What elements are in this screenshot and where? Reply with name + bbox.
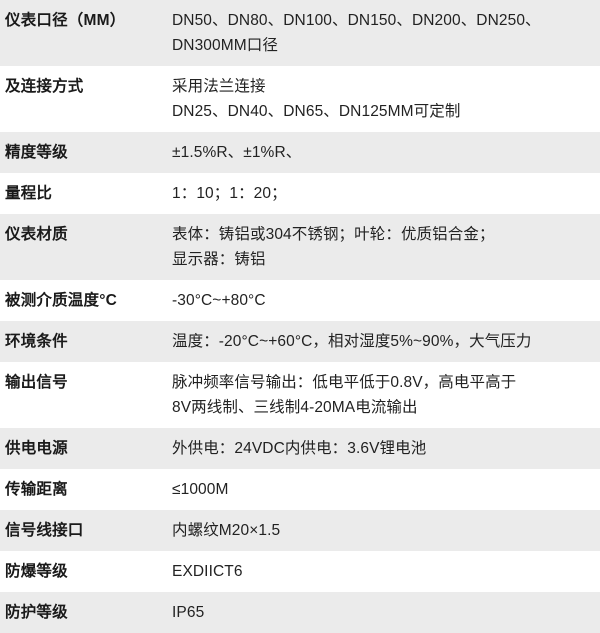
spec-value: ±1.5%R、±1%R、 [172,132,301,173]
table-row: 仪表口径（MM） DN50、DN80、DN100、DN150、DN200、DN25… [0,0,600,66]
table-row: 输出信号 脉冲频率信号输出：低电平低于0.8V，高电平高于 8V两线制、三线制4-2… [0,362,600,428]
spec-label: 环境条件 [5,333,68,350]
spec-value: 表体：铸铝或304不锈钢；叶轮：优质铝合金； 显示器：铸铝 [172,214,495,280]
table-row: 精度等级 ±1.5%R、±1%R、 [0,132,600,173]
spec-value-line: ±1.5%R、±1%R、 [172,144,302,161]
spec-value-line: 采用法兰连接 [172,78,266,95]
table-row: 及连接方式 采用法兰连接 DN25、DN40、DN65、DN125MM可定制 [0,66,600,132]
spec-label: 精度等级 [5,144,68,161]
spec-value: 脉冲频率信号输出：低电平低于0.8V，高电平高于 8V两线制、三线制4-20MA电… [172,362,516,428]
spec-value: 采用法兰连接 DN25、DN40、DN65、DN125MM可定制 [172,66,460,132]
spec-value-line: DN50、DN80、DN100、DN150、DN200、DN250、 [172,12,541,29]
spec-value: IP65 [172,592,204,633]
spec-value-line: 显示器：铸铝 [172,251,266,268]
spec-label: 传输距离 [5,481,68,498]
spec-value-line: 温度：-20°C~+60°C，相对湿度5%~90%，大气压力 [172,333,532,350]
spec-value-line: 内螺纹M20×1.5 [172,522,281,539]
spec-value-line: 外供电：24VDC内供电：3.6V锂电池 [172,440,427,457]
table-row: 量程比 1：10；1：20； [0,173,600,214]
spec-label: 供电电源 [5,440,68,457]
spec-value: 内螺纹M20×1.5 [172,510,280,551]
spec-value-line: ≤1000M [172,481,229,498]
table-row: 被测介质温度°C -30°C~+80°C [0,280,600,321]
spec-value-line: IP65 [172,604,205,621]
spec-label: 量程比 [5,185,53,202]
spec-label: 被测介质温度°C [5,292,117,309]
spec-label: 及连接方式 [5,78,84,95]
spec-value-line: -30°C~+80°C [172,292,266,309]
table-row: 信号线接口 内螺纹M20×1.5 [0,510,600,551]
spec-value: DN50、DN80、DN100、DN150、DN200、DN250、 DN300M… [172,0,541,66]
spec-label: 输出信号 [5,374,68,391]
spec-label: 防爆等级 [5,563,68,580]
spec-label: 信号线接口 [5,522,84,539]
spec-value-line: DN25、DN40、DN65、DN125MM可定制 [172,103,461,120]
spec-value-line: 1：10；1：20； [172,185,287,202]
spec-value-line: DN300MM口径 [172,37,278,54]
spec-label: 防护等级 [5,604,68,621]
spec-value-line: EXDIICT6 [172,563,243,580]
spec-value: -30°C~+80°C [172,280,266,321]
spec-value: 外供电：24VDC内供电：3.6V锂电池 [172,428,426,469]
table-row: 环境条件 温度：-20°C~+60°C，相对湿度5%~90%，大气压力 [0,321,600,362]
table-row: 仪表材质 表体：铸铝或304不锈钢；叶轮：优质铝合金； 显示器：铸铝 [0,214,600,280]
spec-label: 仪表口径（MM） [5,12,126,29]
spec-value: 温度：-20°C~+60°C，相对湿度5%~90%，大气压力 [172,321,532,362]
spec-value-line: 表体：铸铝或304不锈钢；叶轮：优质铝合金； [172,226,495,243]
spec-value-line: 脉冲频率信号输出：低电平低于0.8V，高电平高于 [172,374,517,391]
spec-value-line: 8V两线制、三线制4-20MA电流输出 [172,399,418,416]
spec-value: EXDIICT6 [172,551,243,592]
spec-value: ≤1000M [172,469,229,510]
table-row: 防护等级 IP65 [0,592,600,633]
spec-label: 仪表材质 [5,226,68,243]
table-row: 传输距离 ≤1000M [0,469,600,510]
spec-value: 1：10；1：20； [172,173,287,214]
table-row: 供电电源 外供电：24VDC内供电：3.6V锂电池 [0,428,600,469]
table-row: 防爆等级 EXDIICT6 [0,551,600,592]
